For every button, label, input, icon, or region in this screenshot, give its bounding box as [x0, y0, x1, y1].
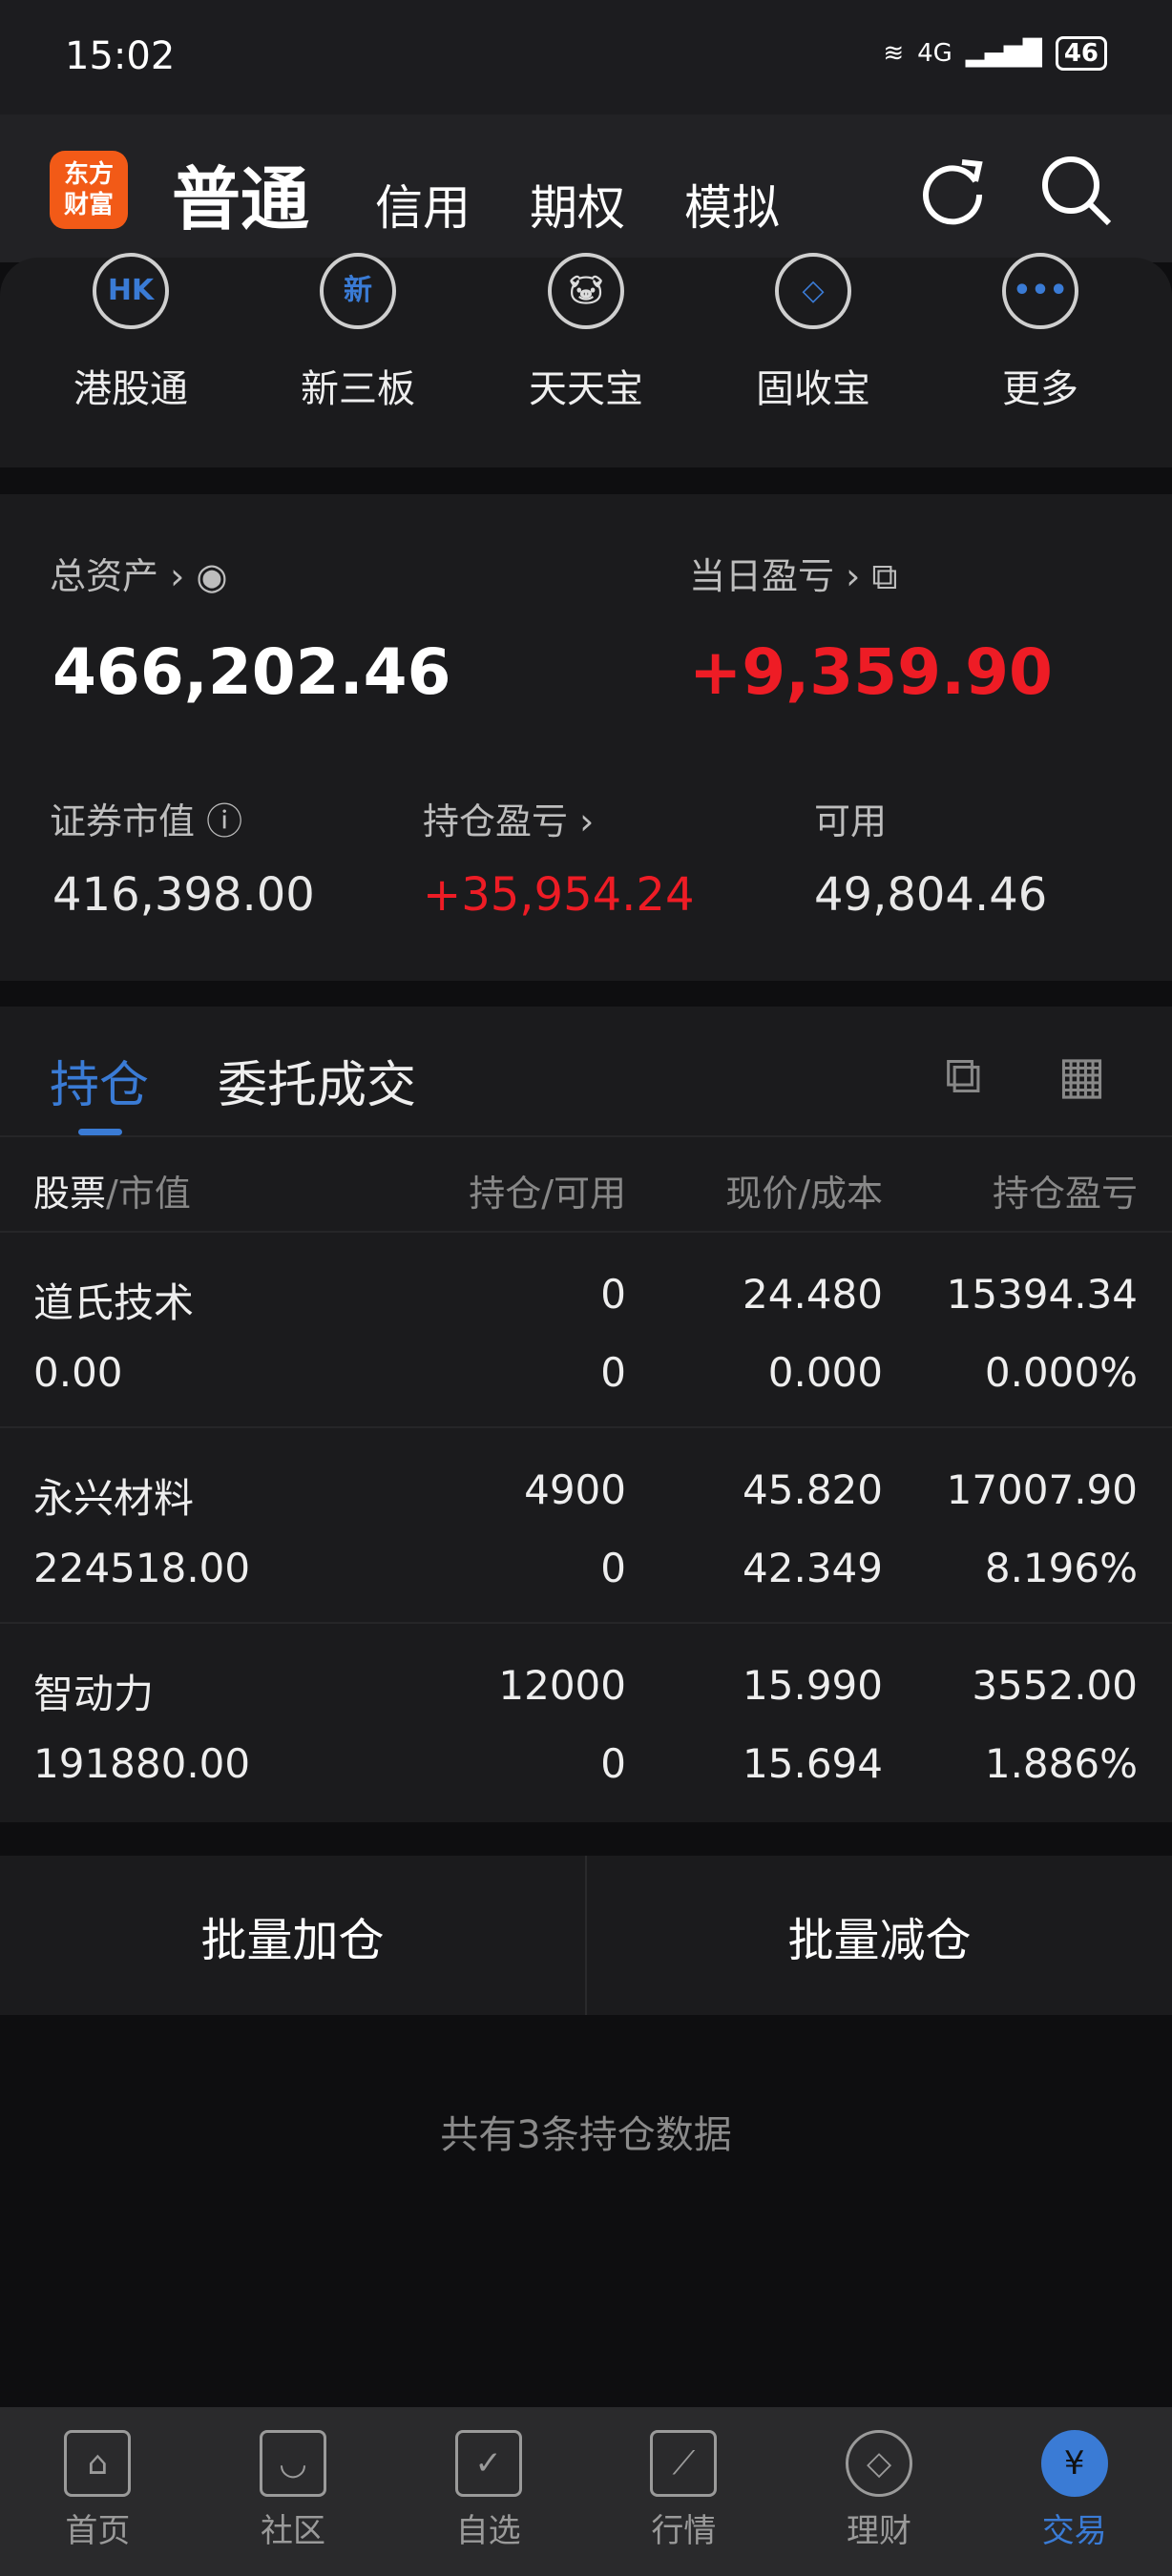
diamond-icon: ◇	[846, 2430, 913, 2497]
signal-icon: 4G	[917, 39, 952, 68]
positions-panel: 持仓 委托成交 ⧉ ▦ 股票/市值 持仓/可用 现价/成本 持仓盈亏 道氏技术 …	[0, 1007, 1172, 1822]
new-icon: 新	[320, 253, 396, 329]
help-icon: ⓘ	[206, 800, 243, 842]
tab-orders[interactable]: 委托成交	[218, 1057, 417, 1114]
tab-positions[interactable]: 持仓	[50, 1057, 150, 1114]
position-pnl-link[interactable]: 持仓盈亏 ›	[423, 800, 595, 842]
chat-icon: ◡	[260, 2430, 326, 2497]
table-row[interactable]: 道氏技术 0.00 0 0 24.480 0.000 15394.34 0.00…	[0, 1231, 1172, 1426]
positions-count: 共有3条持仓数据	[440, 2113, 732, 2157]
shortcut-more[interactable]: ••• 更多	[945, 253, 1136, 413]
grid-icon[interactable]: ▦	[1057, 1045, 1107, 1105]
shortcut-neeq[interactable]: 新新三板	[262, 253, 453, 413]
available-label: 可用	[814, 800, 888, 842]
nav-community[interactable]: ◡ 社区	[196, 2407, 391, 2576]
bottom-nav: ⌂ 首页 ◡ 社区 ✓ 自选 ⟋ 行情 ◇ 理财 ¥ 交易	[0, 2407, 1172, 2576]
shortcut-fixed-income[interactable]: ◇ 固收宝	[718, 253, 909, 413]
search-icon[interactable]	[1038, 153, 1115, 229]
market-value: 416,398.00	[52, 868, 315, 922]
refresh-icon[interactable]	[916, 153, 989, 225]
shortcut-tiantianbao[interactable]: 🐷︎ 天天宝	[491, 253, 681, 413]
more-icon: •••	[1002, 253, 1078, 329]
signal-bars-icon: ▂▄▆█	[965, 39, 1042, 68]
nav-wealth[interactable]: ◇ 理财	[782, 2407, 977, 2576]
app-logo: 东方 财富	[50, 151, 128, 229]
table-row[interactable]: 永兴材料 224518.00 4900 0 45.820 42.349 1700…	[0, 1426, 1172, 1622]
col-stock: 股票/市值	[33, 1173, 191, 1215]
tab-indicator	[78, 1129, 122, 1135]
available-value: 49,804.46	[814, 868, 1048, 922]
chart-icon: ⟋	[650, 2430, 718, 2497]
system-icons: ≋ 4G ▂▄▆█ 46	[883, 36, 1107, 71]
shortcut-hk-connect[interactable]: HK 港股通	[35, 253, 226, 413]
status-bar: 15:02 ≋ 4G ▂▄▆█ 46	[0, 0, 1172, 114]
share-icon: ⧉	[871, 555, 898, 597]
batch-add-button[interactable]: 批量加仓	[0, 1856, 587, 2015]
daily-pnl-value: +9,359.90	[689, 635, 1053, 709]
nav-home[interactable]: ⌂ 首页	[0, 2407, 196, 2576]
batch-buttons: 批量加仓 批量减仓	[0, 1856, 1172, 2015]
nav-market[interactable]: ⟋ 行情	[586, 2407, 782, 2576]
export-icon[interactable]: ⧉	[945, 1045, 982, 1105]
home-icon: ⌂	[64, 2430, 132, 2497]
piggy-bank-icon: 🐷︎	[548, 253, 624, 329]
top-header: 东方 财富 普通 信用 期权 模拟	[0, 114, 1172, 262]
batch-reduce-button[interactable]: 批量减仓	[787, 1913, 972, 1967]
market-value-label: 证券市值 ⓘ	[50, 800, 243, 842]
tab-simulation[interactable]: 模拟	[684, 180, 780, 236]
tab-credit[interactable]: 信用	[375, 180, 471, 236]
tab-options[interactable]: 期权	[530, 180, 625, 236]
clock: 15:02	[65, 34, 176, 78]
battery-icon: 46	[1055, 36, 1107, 71]
hk-icon: HK	[93, 253, 169, 329]
shortcut-panel: HK 港股通 新新三板 🐷︎ 天天宝 ◇ 固收宝 ••• 更多	[0, 253, 1172, 467]
col-pnl: 持仓盈亏	[992, 1173, 1138, 1215]
asset-summary: 总资产 › ◉ 466,202.46 当日盈亏 › ⧉ +9,359.90 证券…	[0, 494, 1172, 981]
daily-pnl-link[interactable]: 当日盈亏 › ⧉	[689, 555, 898, 597]
table-row[interactable]: 智动力 191880.00 12000 0 15.990 15.694 3552…	[0, 1622, 1172, 1818]
yen-icon: ¥	[1040, 2430, 1108, 2497]
tab-normal[interactable]: 普通	[172, 159, 310, 239]
total-assets-value: 466,202.46	[52, 635, 451, 709]
col-price: 现价/成本	[725, 1173, 883, 1215]
col-qty: 持仓/可用	[469, 1173, 626, 1215]
wifi-icon: ≋	[883, 39, 905, 68]
position-pnl-value: +35,954.24	[423, 868, 695, 922]
checkbox-icon: ✓	[454, 2430, 522, 2497]
money-bag-icon: ◇	[775, 253, 851, 329]
total-assets-link[interactable]: 总资产 › ◉	[50, 555, 228, 597]
nav-watchlist[interactable]: ✓ 自选	[390, 2407, 586, 2576]
eye-icon: ◉	[196, 555, 228, 597]
nav-trade[interactable]: ¥ 交易	[976, 2407, 1172, 2576]
